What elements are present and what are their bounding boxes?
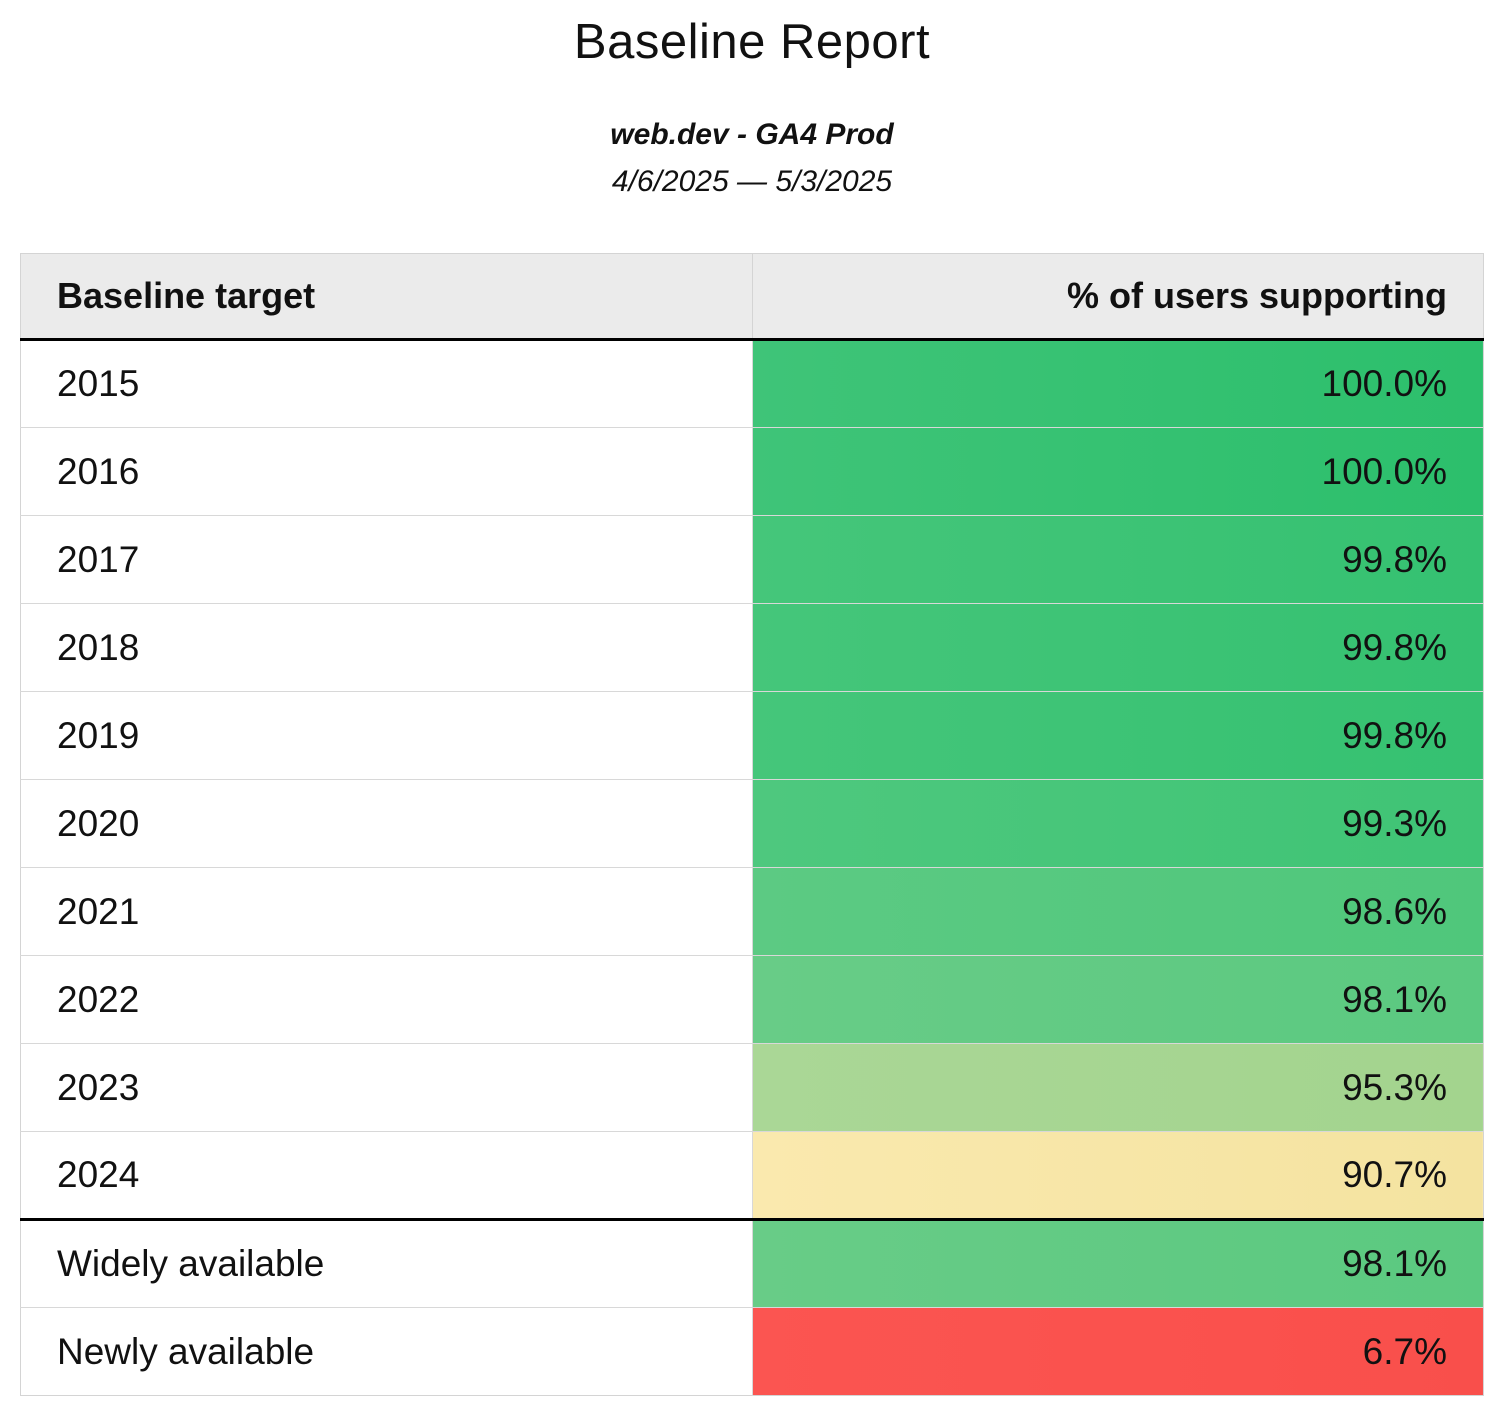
baseline-target-label: Widely available	[20, 1218, 753, 1308]
baseline-target-label: 2017	[20, 515, 753, 604]
baseline-target-label: Newly available	[20, 1307, 753, 1396]
baseline-target-label: 2019	[20, 691, 753, 780]
baseline-target-label: 2016	[20, 427, 753, 516]
table-row: 2017 99.8%	[20, 515, 1484, 604]
users-supporting-value: 90.7%	[752, 1131, 1484, 1220]
users-supporting-value: 98.1%	[752, 955, 1484, 1044]
baseline-target-label: 2020	[20, 779, 753, 868]
table-row: 2015 100.0%	[20, 339, 1484, 428]
table-row: 2023 95.3%	[20, 1043, 1484, 1132]
users-supporting-value: 100.0%	[752, 427, 1484, 516]
table-row: 2020 99.3%	[20, 779, 1484, 868]
users-supporting-value: 99.3%	[752, 779, 1484, 868]
users-supporting-value: 100.0%	[752, 339, 1484, 428]
baseline-target-label: 2022	[20, 955, 753, 1044]
users-supporting-value: 6.7%	[752, 1307, 1484, 1396]
column-header-users-supporting: % of users supporting	[752, 253, 1484, 342]
users-supporting-value: 98.6%	[752, 867, 1484, 956]
baseline-table: Baseline target % of users supporting 20…	[20, 253, 1484, 1397]
column-header-baseline-target: Baseline target	[20, 253, 753, 342]
users-supporting-value: 98.1%	[752, 1218, 1484, 1308]
table-row: 2018 99.8%	[20, 603, 1484, 692]
table-row: 2016 100.0%	[20, 427, 1484, 516]
baseline-target-label: 2018	[20, 603, 753, 692]
baseline-target-label: 2023	[20, 1043, 753, 1132]
table-row: 2024 90.7%	[20, 1131, 1484, 1220]
baseline-target-label: 2015	[20, 339, 753, 428]
table-row: Newly available 6.7%	[20, 1307, 1484, 1396]
report-date-range: 4/6/2025 — 5/3/2025	[611, 165, 893, 199]
users-supporting-value: 99.8%	[752, 691, 1484, 780]
table-header-row: Baseline target % of users supporting	[20, 253, 1484, 342]
report-source: web.dev - GA4 Prod	[610, 118, 894, 152]
page-title: Baseline Report	[573, 15, 931, 69]
table-row: 2022 98.1%	[20, 955, 1484, 1044]
users-supporting-value: 99.8%	[752, 603, 1484, 692]
users-supporting-value: 95.3%	[752, 1043, 1484, 1132]
table-row: 2021 98.6%	[20, 867, 1484, 956]
table-row: 2019 99.8%	[20, 691, 1484, 780]
baseline-target-label: 2024	[20, 1131, 753, 1220]
baseline-target-label: 2021	[20, 867, 753, 956]
users-supporting-value: 99.8%	[752, 515, 1484, 604]
table-row: Widely available 98.1%	[20, 1218, 1484, 1308]
